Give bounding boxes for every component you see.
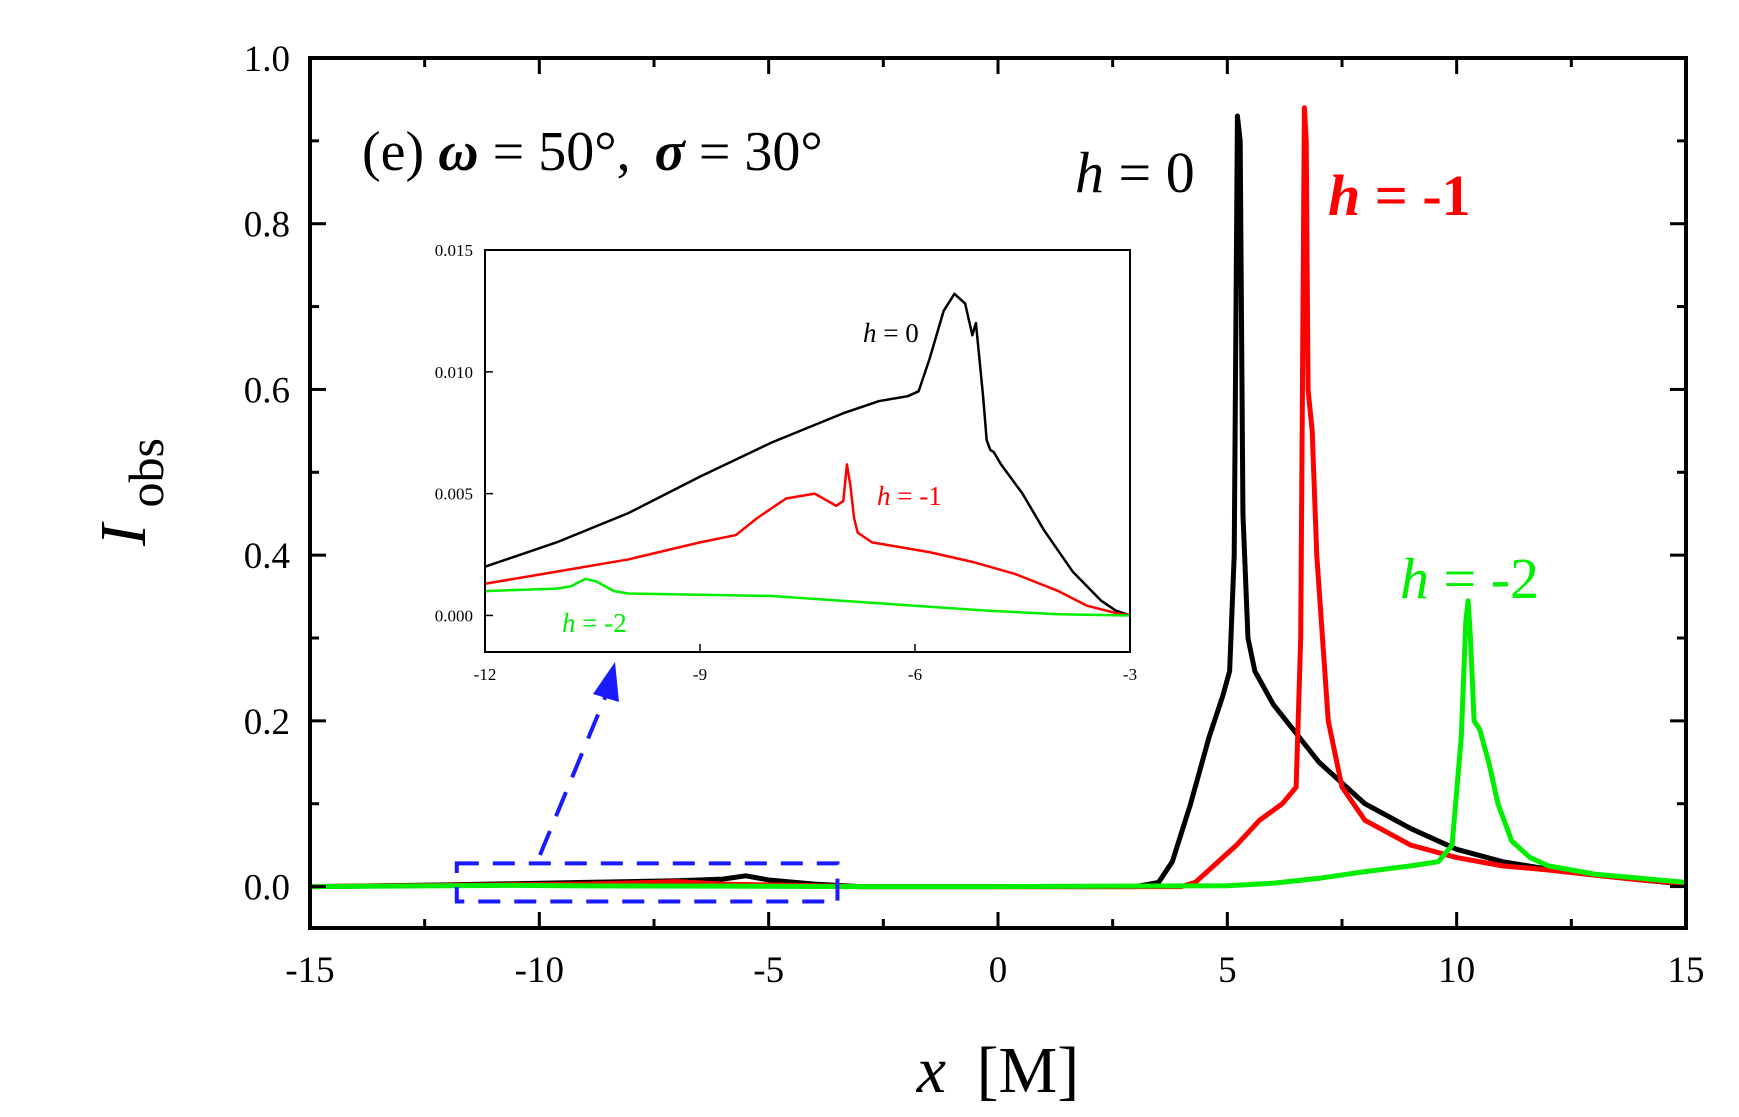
inset-axis-tick-labels: -12 -9 -6 -3 0.000 0.005 0.010 0.015 — [435, 241, 1137, 684]
main-axis-tick-labels: -15 -10 -5 0 5 10 15 0.0 0.2 0.4 0.6 0.8 1.0 — [244, 39, 1705, 991]
x-tick-label: 0 — [989, 950, 1008, 991]
x-tick-label: -5 — [753, 950, 784, 991]
inset-y-tick-label: 0.005 — [435, 485, 473, 504]
x-tick-label: -15 — [285, 950, 334, 991]
inset-axis-ticks — [484, 249, 1131, 652]
series-label-h-2: h = -2 — [1400, 546, 1539, 611]
y-axis-variable: I — [87, 521, 160, 547]
y-tick-label: 0.2 — [244, 702, 290, 743]
inset-x-tick-label: -6 — [908, 665, 922, 684]
zoom-annotation — [454, 662, 840, 904]
x-tick-label: 5 — [1218, 950, 1237, 991]
inset-series-label-h-2: h = -2 — [562, 608, 627, 638]
y-tick-label: 0.4 — [244, 536, 290, 577]
inset-y-tick-label: 0.010 — [435, 363, 473, 382]
x-axis-title: x [M] — [916, 1034, 1079, 1107]
x-tick-label: 15 — [1668, 950, 1705, 991]
inset-series-label-h-1: h = -1 — [877, 481, 942, 511]
y-tick-label: 1.0 — [244, 39, 290, 80]
series-label-h0: h = 0 — [1075, 140, 1195, 205]
series-line-2 — [310, 598, 1686, 890]
inset-background — [485, 250, 1130, 652]
x-tick-label: -10 — [515, 950, 564, 991]
inset-x-tick-label: -12 — [474, 665, 497, 684]
inset-series-line-0 — [485, 292, 1130, 617]
y-tick-label: 0.6 — [244, 370, 290, 411]
inset-series-group — [485, 292, 1130, 617]
inset-chart: -12 -9 -6 -3 0.000 0.005 0.010 0.015 h = 0 h = … — [435, 241, 1137, 684]
inset-series-line-2 — [485, 577, 1130, 617]
x-axis-unit: [M] — [977, 1034, 1080, 1107]
omega-symbol: ω — [438, 121, 479, 183]
x-tick-label: 10 — [1438, 950, 1475, 991]
y-tick-label: 0.8 — [244, 205, 290, 246]
inset-series-line-1 — [485, 463, 1130, 617]
panel-label-prefix: (e) — [362, 121, 438, 183]
series-label-h-1: h = -1 — [1328, 163, 1471, 228]
inset-series-label-h0: h = 0 — [863, 318, 919, 348]
series-line-0 — [310, 113, 1686, 890]
x-axis-variable: x — [916, 1034, 946, 1107]
y-axis-title: I obs — [87, 438, 174, 547]
y-tick-label: 0.0 — [244, 868, 290, 909]
inset-y-tick-label: 0.000 — [435, 606, 473, 625]
inset-plot-frame — [484, 249, 1131, 653]
inset-x-tick-label: -9 — [693, 665, 707, 684]
zoom-arrow-head — [593, 662, 619, 702]
main-series-group — [310, 105, 1686, 890]
inset-x-tick-label: -3 — [1123, 665, 1137, 684]
zoom-arrow-shaft — [538, 687, 611, 856]
inset-y-tick-label: 0.015 — [435, 241, 473, 260]
y-axis-subscript: obs — [118, 438, 174, 507]
main-axis-ticks — [308, 56, 1688, 928]
sigma-symbol: σ — [655, 121, 687, 183]
sigma-value: = 30° — [699, 121, 823, 183]
zoom-box — [454, 861, 840, 904]
omega-value: = 50°, — [493, 121, 631, 183]
panel-label: (e) ω = 50°, σ = 30° — [362, 121, 823, 183]
